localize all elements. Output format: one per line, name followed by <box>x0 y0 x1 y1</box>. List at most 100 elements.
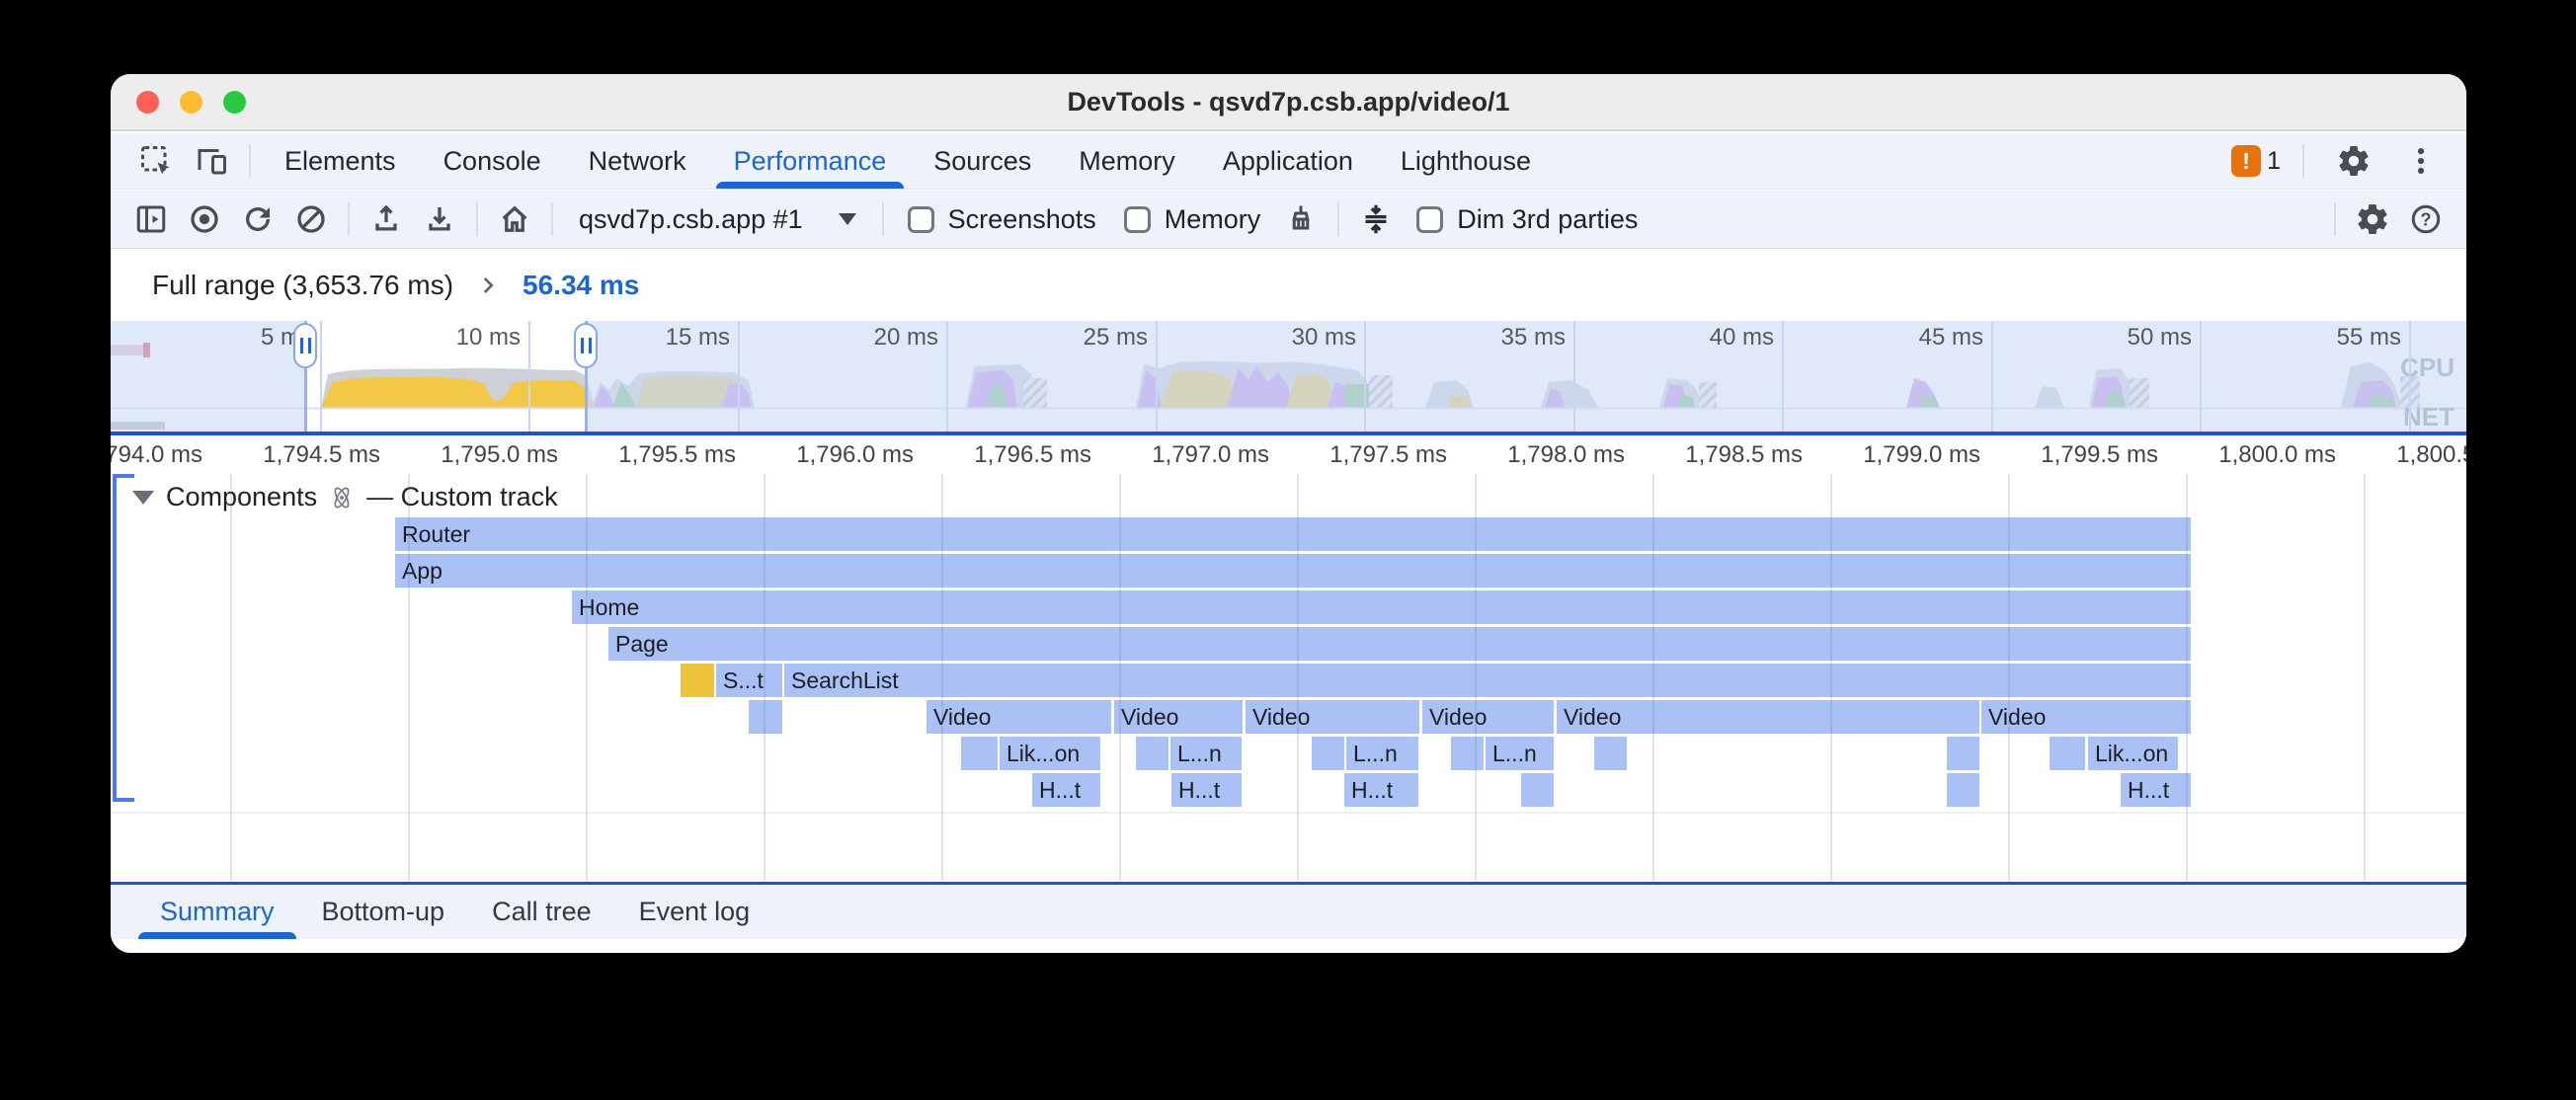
selection-line-right <box>585 321 588 432</box>
overview-divider <box>111 432 2466 435</box>
selection-handle-left[interactable] <box>293 323 317 368</box>
details-tab-summary[interactable]: Summary <box>136 885 298 939</box>
flame-bar-likon[interactable]: Lik...on <box>2088 737 2178 770</box>
flame-bar-router[interactable]: Router <box>395 517 2191 551</box>
more-options-kebab-icon[interactable] <box>2393 133 2449 189</box>
flame-bar-video[interactable]: Video <box>1114 700 1243 734</box>
settings-gear-icon[interactable] <box>2326 133 2381 189</box>
flame-bar-page[interactable]: Page <box>608 627 2191 661</box>
close-window-button[interactable] <box>136 90 159 114</box>
dim-3rd-parties-label: Dim 3rd parties <box>1457 203 1639 234</box>
compress-icon[interactable] <box>1349 193 1403 246</box>
flame-bar-ln[interactable]: L...n <box>1170 737 1242 770</box>
dim-3rd-parties-checkbox[interactable]: Dim 3rd parties <box>1403 204 1651 235</box>
flame-bar-ln[interactable]: L...n <box>1486 737 1554 770</box>
save-profile-icon[interactable] <box>413 193 466 246</box>
flame-bar-home[interactable]: Home <box>572 590 2191 624</box>
flame-bar-video[interactable]: Video <box>1981 700 2191 734</box>
collect-garbage-icon[interactable] <box>1274 193 1328 246</box>
help-icon[interactable]: ? <box>2399 193 2453 246</box>
reload-record-icon[interactable] <box>231 193 284 246</box>
flame-chart[interactable]: Components — Custom track Router App Home P… <box>111 474 2466 882</box>
flame-bar[interactable] <box>2050 737 2085 770</box>
maximize-window-button[interactable] <box>223 90 246 114</box>
selection-handle-right[interactable] <box>574 323 598 368</box>
home-icon[interactable] <box>488 193 541 246</box>
flame-bar[interactable] <box>1947 737 1979 770</box>
overview-dim-region <box>586 321 2466 432</box>
device-toolbar-icon[interactable] <box>184 133 239 189</box>
tab-memory[interactable]: Memory <box>1079 145 1175 176</box>
ruler-time-label: 1,796.0 ms <box>796 441 914 468</box>
range-breadcrumb: Full range (3,653.76 ms) 56.34 ms <box>111 249 2466 321</box>
flame-bar-video[interactable]: Video <box>1246 700 1419 734</box>
ruler-time-label: 1,795.0 ms <box>441 441 558 468</box>
minimize-window-button[interactable] <box>180 90 202 114</box>
tab-sources[interactable]: Sources <box>933 145 1032 176</box>
flame-bar-video[interactable]: Video <box>1422 700 1554 734</box>
flame-bar-video[interactable]: Video <box>926 700 1111 734</box>
flame-bar-app[interactable]: App <box>395 554 2191 588</box>
flame-bar-searchlist[interactable]: SearchList <box>784 664 2191 697</box>
target-selector-value: qsvd7p.csb.app #1 <box>579 203 803 234</box>
overview-dim-region <box>111 321 305 432</box>
flame-bar[interactable] <box>1136 737 1168 770</box>
flame-bar[interactable] <box>1521 773 1554 807</box>
tab-performance[interactable]: Performance <box>710 133 911 189</box>
checkbox-box[interactable] <box>1416 205 1444 233</box>
flame-bar[interactable] <box>749 700 782 734</box>
titlebar: DevTools - qsvd7p.csb.app/video/1 <box>111 74 2466 131</box>
tab-network[interactable]: Network <box>588 145 686 176</box>
flame-bar[interactable] <box>1594 737 1627 770</box>
selected-range-crumb[interactable]: 56.34 ms <box>523 269 640 300</box>
flame-bar-ht[interactable]: H...t <box>2121 773 2191 807</box>
tab-lighthouse[interactable]: Lighthouse <box>1400 145 1532 176</box>
target-selector[interactable]: qsvd7p.csb.app #1 <box>563 204 872 235</box>
custom-track-header[interactable]: Components — Custom track <box>132 482 558 512</box>
ruler-time-label: 1,800.0 ms <box>2218 441 2336 468</box>
flame-bar-likon[interactable]: Lik...on <box>1000 737 1100 770</box>
inspect-element-icon[interactable] <box>128 133 184 189</box>
ruler-time-label: 1,794.5 ms <box>263 441 380 468</box>
flame-bar[interactable] <box>961 737 998 770</box>
flame-bar[interactable] <box>1947 773 1979 807</box>
capture-settings-gear-icon[interactable] <box>2346 193 2399 246</box>
memory-checkbox[interactable]: Memory <box>1110 204 1275 235</box>
screenshots-checkbox[interactable]: Screenshots <box>894 204 1110 235</box>
overview-tick-line <box>1156 321 1158 432</box>
toggle-sidebar-icon[interactable] <box>124 193 178 246</box>
main-tabs: Elements Console Network Performance Sources… <box>261 133 1555 189</box>
record-icon[interactable] <box>178 193 231 246</box>
flame-bar[interactable] <box>1451 737 1484 770</box>
tab-console[interactable]: Console <box>443 145 541 176</box>
flame-bar-ln[interactable]: L...n <box>1346 737 1418 770</box>
tab-application[interactable]: Application <box>1222 145 1353 176</box>
tab-elements[interactable]: Elements <box>284 145 396 176</box>
clear-icon[interactable] <box>284 193 338 246</box>
overview-tick-label: 15 ms <box>665 324 730 351</box>
divider <box>551 202 553 236</box>
ruler-time-label: 1,795.5 ms <box>618 441 736 468</box>
issues-badge[interactable]: ! 1 <box>2231 145 2281 177</box>
flame-bar[interactable] <box>681 664 714 697</box>
flame-bar-st[interactable]: S...t <box>716 664 782 697</box>
full-range-crumb[interactable]: Full range (3,653.76 ms) <box>152 269 454 300</box>
flame-bar-ht[interactable]: H...t <box>1032 773 1100 807</box>
checkbox-box[interactable] <box>907 205 934 233</box>
flame-bar[interactable] <box>1312 737 1344 770</box>
flame-bar-ht[interactable]: H...t <box>1344 773 1418 807</box>
divider <box>1337 202 1340 236</box>
collapse-triangle-icon[interactable] <box>132 490 154 505</box>
screenshots-label: Screenshots <box>947 203 1096 234</box>
details-tab-event-log[interactable]: Event log <box>638 897 751 926</box>
checkbox-box[interactable] <box>1123 205 1151 233</box>
divider <box>476 202 478 236</box>
svg-text:?: ? <box>2421 210 2432 230</box>
load-profile-icon[interactable] <box>360 193 413 246</box>
divider <box>348 202 350 236</box>
details-tab-call-tree[interactable]: Call tree <box>492 897 592 926</box>
details-tab-bottom-up[interactable]: Bottom-up <box>321 897 445 926</box>
flame-bar-video[interactable]: Video <box>1557 700 1979 734</box>
flame-bar-ht[interactable]: H...t <box>1171 773 1242 807</box>
